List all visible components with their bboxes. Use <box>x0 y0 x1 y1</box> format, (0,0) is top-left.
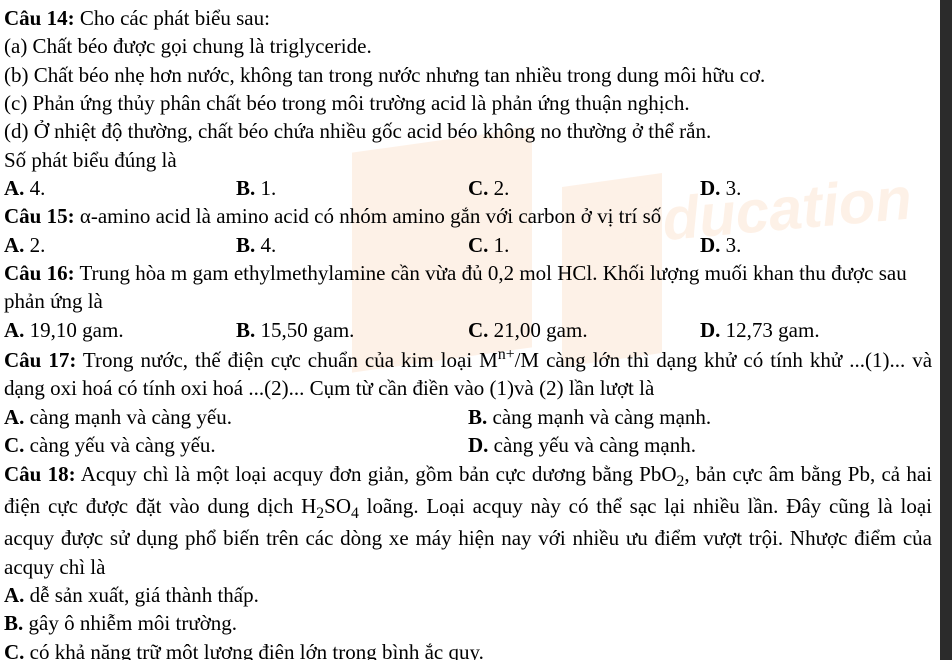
q18-stem-c: SO <box>324 494 351 518</box>
q17-d-val: càng yếu và càng mạnh. <box>488 433 696 457</box>
q17-opt-a: A. càng mạnh và càng yếu. <box>4 403 468 431</box>
q14-a: (a) Chất béo được gọi chung là triglycer… <box>4 32 932 60</box>
q16-stem: Trung hòa m gam ethylmethylamine cần vừa… <box>4 261 907 313</box>
q15-heading: Câu 15: α-amino acid là amino acid có nh… <box>4 202 932 230</box>
q15-d-label: D. <box>700 233 720 257</box>
q15-d-val: 3. <box>720 233 741 257</box>
q18-opt-c: C. có khả năng trữ một lượng điện lớn tr… <box>4 638 932 660</box>
q18-stem-a: Acquy chì là một loại acquy đơn giản, gồ… <box>76 462 677 486</box>
q18-a-val: dễ sản xuất, giá thành thấp. <box>24 583 258 607</box>
q16-d-val: 12,73 gam. <box>720 318 819 342</box>
q15-label: Câu 15: <box>4 204 75 228</box>
document-body: Câu 14: Cho các phát biểu sau: (a) Chất … <box>0 0 946 660</box>
q14-opt-b: B. 1. <box>236 174 468 202</box>
q15-b-val: 4. <box>255 233 276 257</box>
q15-c-label: C. <box>468 233 488 257</box>
q16-opt-d: D. 12,73 gam. <box>700 316 932 344</box>
q17-b-val: càng mạnh và càng mạnh. <box>487 405 711 429</box>
q14-c-val: 2. <box>488 176 509 200</box>
q15-opt-d: D. 3. <box>700 231 932 259</box>
q18-c-val: có khả năng trữ một lượng điện lớn trong… <box>24 640 483 660</box>
q17-d-label: D. <box>468 433 488 457</box>
q18-label: Câu 18: <box>4 462 76 486</box>
q17-sup: n+ <box>498 346 515 363</box>
q17-opt-d: D. càng yếu và càng mạnh. <box>468 431 932 459</box>
q15-a-label: A. <box>4 233 24 257</box>
q14-b-label: B. <box>236 176 255 200</box>
q16-a-val: 19,10 gam. <box>24 318 123 342</box>
q17-heading: Câu 17: Trong nước, thế điện cực chuẩn c… <box>4 344 932 403</box>
q14-stem: Cho các phát biểu sau: <box>80 6 270 30</box>
q14-opt-a: A. 4. <box>4 174 236 202</box>
q17-a-val: càng mạnh và càng yếu. <box>24 405 232 429</box>
q16-b-label: B. <box>236 318 255 342</box>
q17-b-label: B. <box>468 405 487 429</box>
q15-options: A. 2. B. 4. C. 1. D. 3. <box>4 231 932 259</box>
q14-label: Câu 14: <box>4 6 75 30</box>
q14-b: (b) Chất béo nhẹ hơn nước, không tan tro… <box>4 61 932 89</box>
q14-c: (c) Phản ứng thủy phân chất béo trong mô… <box>4 89 932 117</box>
q14-ask: Số phát biểu đúng là <box>4 146 932 174</box>
q15-opt-c: C. 1. <box>468 231 700 259</box>
q14-options: A. 4. B. 1. C. 2. D. 3. <box>4 174 932 202</box>
q16-c-val: 21,00 gam. <box>488 318 587 342</box>
q16-opt-b: B. 15,50 gam. <box>236 316 468 344</box>
q16-options: A. 19,10 gam. B. 15,50 gam. C. 21,00 gam… <box>4 316 932 344</box>
q14-opt-d: D. 3. <box>700 174 932 202</box>
q17-a-label: A. <box>4 405 24 429</box>
q15-stem: α-amino acid là amino acid có nhóm amino… <box>75 204 662 228</box>
q15-opt-b: B. 4. <box>236 231 468 259</box>
q16-c-label: C. <box>468 318 488 342</box>
q15-c-val: 1. <box>488 233 509 257</box>
q16-b-val: 15,50 gam. <box>255 318 354 342</box>
q14-opt-c: C. 2. <box>468 174 700 202</box>
q18-b-val: gây ô nhiễm môi trường. <box>23 611 237 635</box>
q17-opt-c: C. càng yếu và càng yếu. <box>4 431 468 459</box>
q18-c-label: C. <box>4 640 24 660</box>
q14-c-label: C. <box>468 176 488 200</box>
q15-a-val: 2. <box>24 233 45 257</box>
q18-opt-b: B. gây ô nhiễm môi trường. <box>4 609 932 637</box>
q16-opt-a: A. 19,10 gam. <box>4 316 236 344</box>
q17-options-row2: C. càng yếu và càng yếu. D. càng yếu và … <box>4 431 932 459</box>
q18-heading: Câu 18: Acquy chì là một loại acquy đơn … <box>4 460 932 582</box>
q17-c-val: càng yếu và càng yếu. <box>24 433 215 457</box>
q18-opt-a: A. dễ sản xuất, giá thành thấp. <box>4 581 932 609</box>
q17-stem-a: Trong nước, thế điện cực chuẩn của kim l… <box>76 348 498 372</box>
q16-a-label: A. <box>4 318 24 342</box>
q16-d-label: D. <box>700 318 720 342</box>
q17-c-label: C. <box>4 433 24 457</box>
q16-opt-c: C. 21,00 gam. <box>468 316 700 344</box>
q14-d-label: D. <box>700 176 720 200</box>
q17-opt-b: B. càng mạnh và càng mạnh. <box>468 403 932 431</box>
q15-b-label: B. <box>236 233 255 257</box>
q18-sub3: 4 <box>351 505 359 522</box>
q14-b-val: 1. <box>255 176 276 200</box>
q15-opt-a: A. 2. <box>4 231 236 259</box>
q17-options-row1: A. càng mạnh và càng yếu. B. càng mạnh v… <box>4 403 932 431</box>
q16-heading: Câu 16: Trung hòa m gam ethylmethylamine… <box>4 259 932 316</box>
q18-sub2: 2 <box>316 505 324 522</box>
q14-d: (d) Ở nhiệt độ thường, chất béo chứa nhi… <box>4 117 932 145</box>
q14-a-label: A. <box>4 176 24 200</box>
q16-label: Câu 16: <box>4 261 75 285</box>
q17-label: Câu 17: <box>4 348 76 372</box>
q14-a-val: 4. <box>24 176 45 200</box>
q14-heading: Câu 14: Cho các phát biểu sau: <box>4 4 932 32</box>
q18-b-label: B. <box>4 611 23 635</box>
q18-a-label: A. <box>4 583 24 607</box>
q14-d-val: 3. <box>720 176 741 200</box>
